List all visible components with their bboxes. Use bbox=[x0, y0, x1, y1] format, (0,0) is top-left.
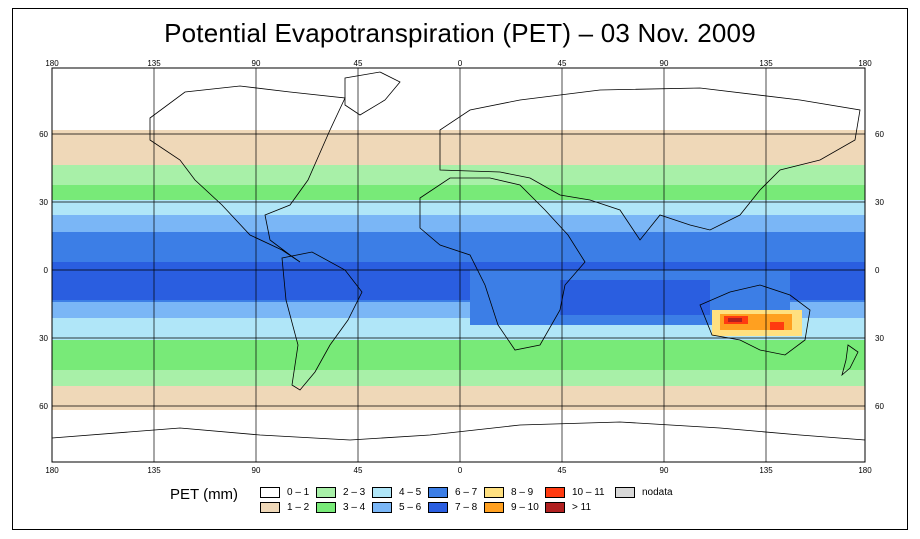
eurasia-outline bbox=[439, 87, 861, 241]
legend-label-0-1: 0 – 1 bbox=[287, 487, 310, 498]
lon-tick-top-6: 45 bbox=[558, 59, 567, 68]
south-america-outline bbox=[281, 251, 363, 391]
lat-tick-right-0: 0 bbox=[875, 266, 880, 275]
legend-swatch-6-7 bbox=[428, 487, 448, 498]
graticule bbox=[52, 68, 865, 462]
band-north-1-2 bbox=[52, 130, 865, 170]
lon-tick-top-5: 0 bbox=[458, 59, 463, 68]
lon-tick-bottom-1: 180 bbox=[45, 466, 59, 475]
lon-tick-bottom-2: 135 bbox=[147, 466, 161, 475]
legend-label-5-6: 5 – 6 bbox=[399, 502, 422, 513]
legend-swatch-5-6 bbox=[372, 502, 392, 513]
lat-ticks-right: 60 30 0 30 60 bbox=[875, 130, 884, 411]
band-south-2-3 bbox=[52, 370, 865, 388]
lon-tick-bottom-5: 0 bbox=[458, 466, 463, 475]
lat-tick-right-30n: 30 bbox=[875, 198, 884, 207]
legend-label-1-2: 1 – 2 bbox=[287, 502, 310, 513]
lon-tick-top-9: 180 bbox=[858, 59, 872, 68]
new-zealand-outline bbox=[841, 344, 859, 377]
legend-swatch-8-9 bbox=[484, 487, 504, 498]
pet-bands bbox=[52, 130, 865, 410]
lat-tick-right-60s: 60 bbox=[875, 402, 884, 411]
lat-tick-left-60n: 60 bbox=[39, 130, 48, 139]
lon-ticks-top: 180 135 90 45 0 45 90 135 180 bbox=[45, 59, 872, 68]
north-america-outline bbox=[149, 85, 346, 263]
antarctica-outline bbox=[52, 421, 865, 462]
lon-tick-bottom-8: 135 bbox=[759, 466, 773, 475]
lon-ticks-bottom: 180 135 90 45 0 45 90 135 180 bbox=[45, 466, 872, 475]
lat-tick-right-60n: 60 bbox=[875, 130, 884, 139]
lat-tick-left-30n: 30 bbox=[39, 198, 48, 207]
legend-swatch-1-2 bbox=[260, 502, 280, 513]
legend-swatch-nodata bbox=[615, 487, 635, 498]
legend-swatch-3-4 bbox=[316, 502, 336, 513]
legend-label-nodata: nodata bbox=[642, 487, 673, 498]
australia-over-11 bbox=[728, 318, 742, 322]
legend-label-2-3: 2 – 3 bbox=[343, 487, 366, 498]
legend-title: PET (mm) bbox=[170, 486, 239, 503]
map-title: Potential Evapotranspiration (PET) – 03 … bbox=[164, 18, 756, 48]
australia-east-10-11 bbox=[770, 322, 784, 330]
lon-tick-top-2: 135 bbox=[147, 59, 161, 68]
legend-label-over-11: > 11 bbox=[572, 502, 591, 513]
band-indian-ocean-7-8 bbox=[560, 280, 710, 315]
lon-tick-bottom-6: 45 bbox=[558, 466, 567, 475]
legend-label-3-4: 3 – 4 bbox=[343, 502, 366, 513]
band-south-1-2 bbox=[52, 386, 865, 410]
lon-tick-top-8: 135 bbox=[759, 59, 773, 68]
lon-tick-top-1: 180 bbox=[45, 59, 59, 68]
lon-tick-top-7: 90 bbox=[660, 59, 669, 68]
legend-swatch-2-3 bbox=[316, 487, 336, 498]
lon-tick-bottom-3: 90 bbox=[252, 466, 261, 475]
legend-swatch-0-1 bbox=[260, 487, 280, 498]
lon-tick-top-3: 90 bbox=[252, 59, 261, 68]
map-border bbox=[51, 67, 866, 463]
legend-label-6-7: 6 – 7 bbox=[455, 487, 478, 498]
legend-swatch-over-11 bbox=[545, 502, 565, 513]
legend-label-4-5: 4 – 5 bbox=[399, 487, 422, 498]
legend-label-10-11: 10 – 11 bbox=[572, 487, 605, 498]
lat-tick-left-30s: 30 bbox=[39, 334, 48, 343]
legend-swatch-4-5 bbox=[372, 487, 392, 498]
legend-swatch-7-8 bbox=[428, 502, 448, 513]
lon-tick-bottom-4: 45 bbox=[354, 466, 363, 475]
legend-swatch-10-11 bbox=[545, 487, 565, 498]
legend-label-7-8: 7 – 8 bbox=[455, 502, 478, 513]
legend-label-8-9: 8 – 9 bbox=[511, 487, 534, 498]
figure-frame bbox=[12, 8, 908, 530]
lon-tick-bottom-9: 180 bbox=[858, 466, 872, 475]
lat-tick-right-30s: 30 bbox=[875, 334, 884, 343]
lon-tick-top-4: 45 bbox=[354, 59, 363, 68]
greenland-outline bbox=[344, 71, 401, 116]
legend-swatch-9-10 bbox=[484, 502, 504, 513]
legend-label-9-10: 9 – 10 bbox=[511, 502, 539, 513]
band-south-3-4 bbox=[52, 340, 865, 374]
lat-tick-left-60s: 60 bbox=[39, 402, 48, 411]
band-north-2-3 bbox=[52, 165, 865, 187]
lat-tick-left-0: 0 bbox=[44, 266, 49, 275]
lon-tick-bottom-7: 90 bbox=[660, 466, 669, 475]
lat-ticks-left: 60 30 0 30 60 bbox=[39, 130, 48, 411]
